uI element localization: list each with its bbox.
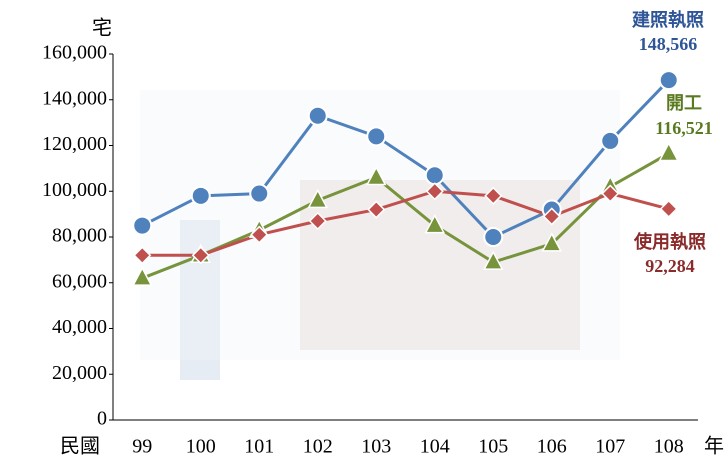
value-label: 116,521 [655,118,713,138]
point [366,126,387,147]
point [132,215,153,236]
x-tick-label: 104 [420,436,450,458]
y-unit: 宅 [92,17,112,40]
point [424,213,445,234]
series-name: 使用執照 [633,231,706,252]
point [132,266,153,286]
point [601,184,620,203]
y-tick-label: 60,000 [52,270,107,292]
y-tick-label: 160,000 [42,42,107,64]
x-tick-label: 100 [186,436,216,458]
point [250,225,269,244]
series-line [141,79,670,239]
y-tick-label: 80,000 [52,225,107,247]
value-label: 92,284 [645,256,695,276]
y-tick-label: 40,000 [52,316,107,338]
x-tick-label: 108 [654,436,684,458]
point [659,199,678,218]
point [249,183,270,204]
point [133,246,152,265]
value-label: 148,566 [639,34,698,54]
point [308,211,327,231]
point [307,105,328,126]
y-tick-label: 0 [97,408,107,430]
x-tick-label: 106 [537,436,567,458]
point [658,70,679,91]
point [190,185,211,206]
x-tick-label: 107 [595,436,625,458]
x-suffix: 年 [704,435,724,458]
series-line [142,189,670,257]
point [425,182,444,201]
point [658,141,679,162]
x-tick-label: 102 [303,436,333,458]
x-tick-label: 101 [244,436,274,458]
point [191,246,210,265]
series-name: 開工 [666,93,702,113]
x-prefix: 民國 [60,436,100,458]
point [600,130,621,151]
y-tick-label: 20,000 [52,362,107,384]
y-tick-label: 140,000 [42,87,107,109]
x-tick-label: 103 [361,436,391,458]
point [541,232,562,252]
point [424,165,445,186]
series-name: 建照執照 [632,9,704,30]
point [483,250,504,270]
point [366,165,387,186]
point [307,188,328,209]
point [542,207,561,226]
background-illustration [140,90,620,380]
x-tick-label: 99 [132,436,152,458]
y-tick-label: 120,000 [42,133,107,155]
point [483,227,504,247]
point [484,186,503,205]
y-tick-label: 100,000 [42,179,107,201]
point [367,200,386,219]
x-tick-label: 105 [478,436,508,458]
